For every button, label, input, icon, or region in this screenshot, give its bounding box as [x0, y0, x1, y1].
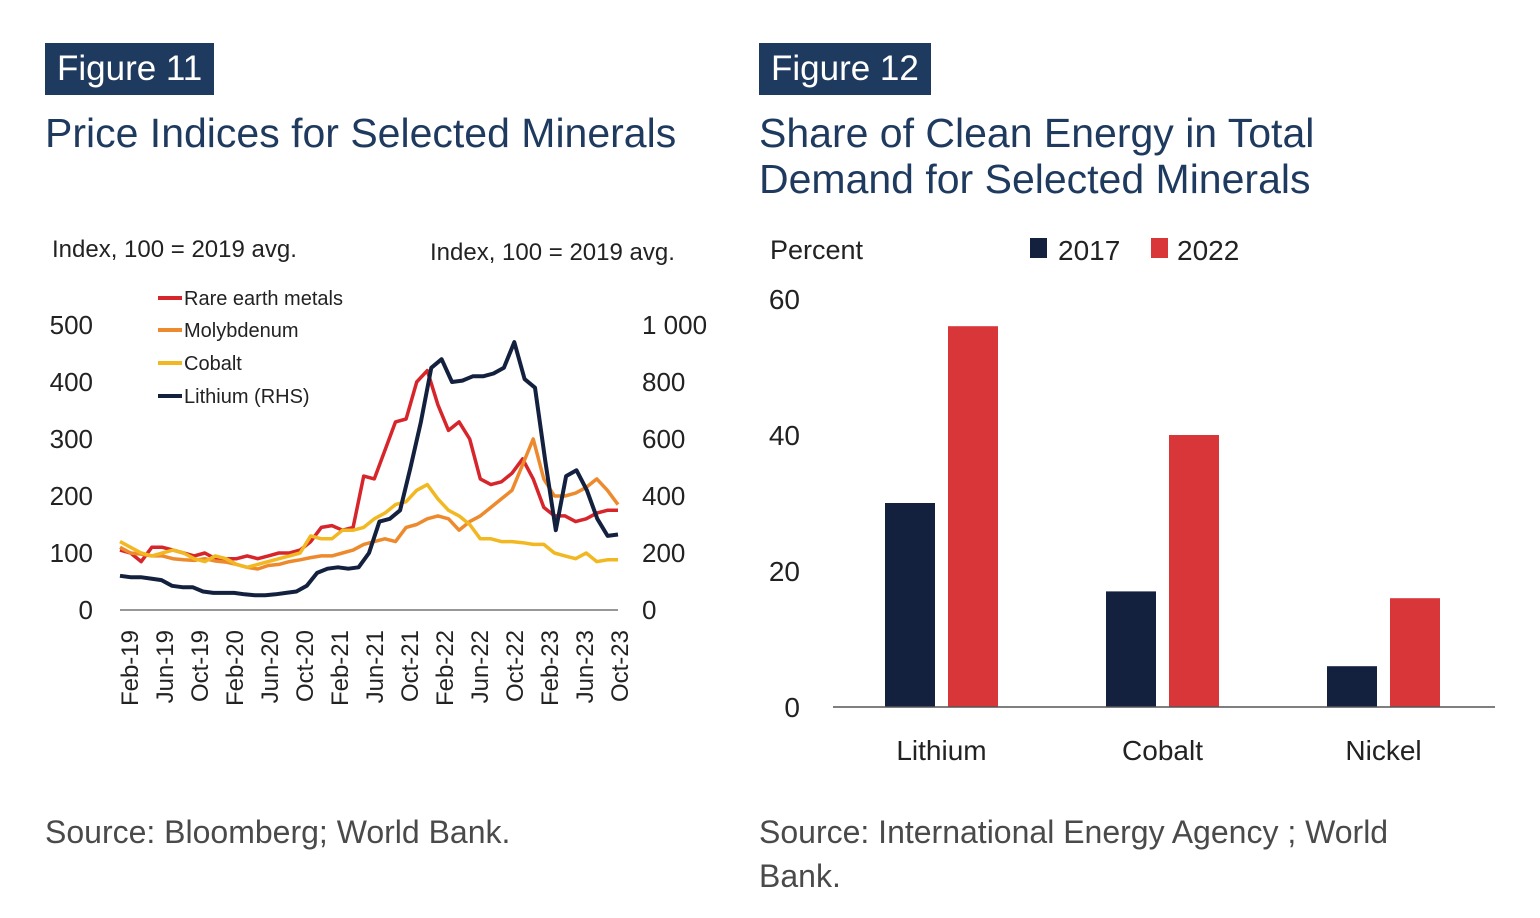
figure-12-title-line2: Demand for Selected Minerals	[759, 156, 1311, 202]
x-tick-label: Oct-21	[397, 630, 424, 702]
x-tick-label: Oct-20	[292, 630, 319, 702]
figure-11-source: Source: Bloomberg; World Bank.	[45, 814, 511, 850]
x-tick-label: Feb-23	[537, 630, 564, 706]
right-tick-label: 600	[642, 424, 685, 454]
legend-swatch-2022	[1151, 238, 1168, 258]
legend: Rare earth metals Molybdenum Cobalt Lith…	[158, 288, 343, 408]
series-line-rare-earth-metals	[119, 368, 618, 564]
category-labels: Lithium Cobalt Nickel	[896, 735, 1421, 766]
series-line-lithium-rhs	[119, 340, 619, 598]
right-tick-label: 0	[642, 595, 656, 625]
right-tick-label: 800	[642, 367, 685, 397]
x-axis-ticks: Feb-19 Jun-19 Oct-19 Feb-20 Jun-20 Oct-20 Feb-…	[117, 630, 634, 706]
y-tick-label: 20	[769, 556, 800, 587]
clean-energy-share-bar-chart: Percent 2017 2022 0 20 40 60 Lithium Cobalt N…	[769, 235, 1495, 766]
price-indices-line-chart: Index, 100 = 2019 avg. Index, 100 = 2019…	[50, 236, 707, 706]
bar-nickel-2022	[1390, 598, 1440, 707]
y-tick-label: 0	[784, 692, 800, 723]
right-y-axis-ticks: 0 200 400 600 800 1 000	[642, 310, 707, 625]
figure-12-title-line1: Share of Clean Energy in Total	[759, 110, 1315, 156]
left-tick-label: 300	[50, 424, 93, 454]
x-tick-label: Jun-23	[572, 630, 599, 703]
x-tick-label: Feb-22	[432, 630, 459, 706]
left-y-axis-ticks: 0 100 200 300 400 500	[50, 310, 93, 625]
bars	[885, 326, 1440, 707]
left-tick-label: 100	[50, 538, 93, 568]
x-tick-label: Jun-19	[152, 630, 179, 703]
right-tick-label: 400	[642, 481, 685, 511]
series-line-cobalt	[119, 482, 618, 570]
legend-label-2022: 2022	[1177, 235, 1239, 266]
x-tick-label: Feb-21	[327, 630, 354, 706]
x-tick-label: Oct-19	[187, 630, 214, 702]
legend-label-cobalt: Cobalt	[184, 353, 242, 375]
figure-12-tag: Figure 12	[759, 43, 931, 95]
series-lines	[119, 340, 620, 598]
y-axis-unit-label: Percent	[770, 235, 864, 265]
y-tick-label: 40	[769, 420, 800, 451]
series-line-molybdenum	[119, 437, 620, 571]
left-axis-unit: Index, 100 = 2019 avg.	[52, 236, 297, 263]
right-tick-label: 1 000	[642, 310, 707, 340]
y-tick-label: 60	[769, 284, 800, 315]
x-tick-label: Feb-20	[222, 630, 249, 706]
y-axis-ticks: 0 20 40 60	[769, 284, 800, 723]
legend-label-lithium: Lithium (RHS)	[184, 386, 310, 408]
bar-cobalt-2022	[1169, 435, 1219, 707]
x-tick-label: Oct-23	[607, 630, 634, 702]
bar-nickel-2017	[1327, 666, 1377, 707]
x-tick-label: Jun-21	[362, 630, 389, 703]
x-tick-label: Jun-22	[467, 630, 494, 703]
left-tick-label: 500	[50, 310, 93, 340]
left-tick-label: 200	[50, 481, 93, 511]
figure-11-title: Price Indices for Selected Minerals	[45, 110, 677, 156]
x-tick-label: Jun-20	[257, 630, 284, 703]
category-label-nickel: Nickel	[1345, 735, 1421, 766]
legend-label-2017: 2017	[1058, 235, 1120, 266]
bar-cobalt-2017	[1106, 591, 1156, 707]
figure-11-tag: Figure 11	[45, 43, 215, 95]
right-axis-unit: Index, 100 = 2019 avg.	[430, 239, 675, 266]
x-tick-label: Oct-22	[502, 630, 529, 702]
bar-lithium-2017	[885, 503, 935, 707]
legend-swatch-2017	[1030, 238, 1047, 258]
category-label-cobalt: Cobalt	[1122, 735, 1203, 766]
legend-label-molybdenum: Molybdenum	[184, 320, 299, 342]
bar-lithium-2022	[948, 326, 998, 707]
left-tick-label: 400	[50, 367, 93, 397]
legend-label-rare-earth: Rare earth metals	[184, 288, 343, 310]
category-label-lithium: Lithium	[896, 735, 986, 766]
x-tick-label: Feb-19	[117, 630, 144, 706]
figure-12-source-line1: Source: International Energy Agency ; Wo…	[759, 814, 1389, 850]
right-tick-label: 200	[642, 538, 685, 568]
figure-12-source-line2: Bank.	[759, 858, 841, 894]
left-tick-label: 0	[79, 595, 93, 625]
